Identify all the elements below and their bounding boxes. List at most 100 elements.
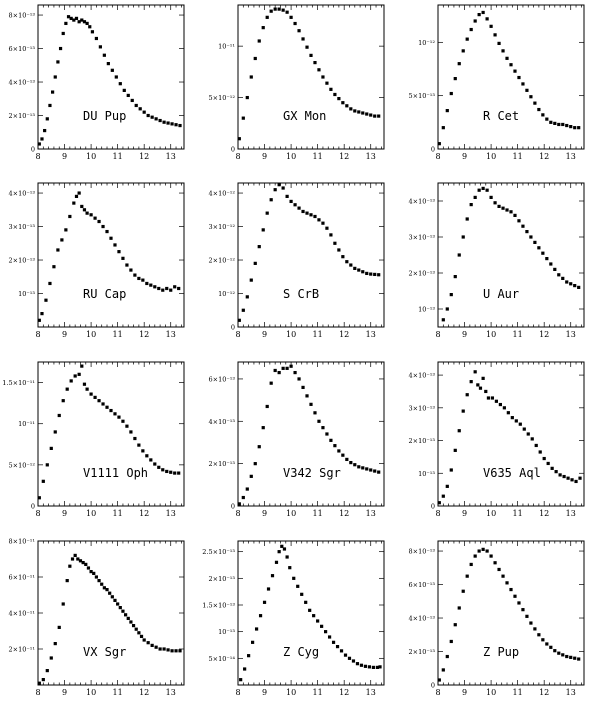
data-point <box>61 31 65 36</box>
data-point <box>341 453 345 457</box>
data-point <box>273 188 277 192</box>
data-point <box>493 201 497 205</box>
data-point <box>134 103 138 108</box>
panel-label: VX Sgr <box>83 645 126 659</box>
plot-frame <box>437 361 585 507</box>
data-point <box>573 656 577 660</box>
data-point <box>517 219 521 223</box>
data-point <box>545 642 549 646</box>
data-point <box>457 253 461 257</box>
data-point <box>125 263 129 267</box>
data-point <box>557 651 561 655</box>
y-tick-label: 3×10⁻¹³ <box>9 223 36 231</box>
data-point <box>473 554 477 558</box>
panel-v342-sgr: 8 9 10 11 12 13 0 2×10⁻¹³ 4×10⁻¹³ 6×10⁻¹³ V342 Sgr <box>209 361 385 518</box>
y-tick-label: 10⁻¹² <box>218 290 235 298</box>
x-tick-label: 9 <box>462 152 467 161</box>
y-tick-label: 0 <box>31 503 35 511</box>
data-point <box>45 463 49 467</box>
data-point <box>134 627 138 631</box>
data-point <box>357 268 361 272</box>
data-point <box>73 553 77 557</box>
panel-label: R Cet <box>483 109 519 123</box>
data-point <box>371 665 375 669</box>
y-tick-label: 0 <box>231 146 235 154</box>
data-point <box>106 62 110 66</box>
data-point <box>361 111 365 115</box>
x-tick-label: 13 <box>166 152 176 161</box>
data-point <box>41 479 45 483</box>
data-point <box>68 214 72 219</box>
data-point <box>285 555 289 559</box>
y-tick-label: 2×10⁻¹³ <box>409 437 436 445</box>
x-tick-label: 13 <box>166 509 176 518</box>
data-point <box>142 638 146 642</box>
data-point <box>313 61 317 65</box>
data-point <box>545 117 549 121</box>
x-tick-label: 10 <box>286 330 296 339</box>
data-point <box>269 381 273 385</box>
panel-label: Z Pup <box>483 645 519 659</box>
data-point <box>522 427 526 431</box>
data-point <box>277 183 281 187</box>
data-point <box>117 250 121 254</box>
data-point <box>509 63 513 67</box>
data-point <box>82 382 87 386</box>
data-point <box>506 411 510 415</box>
x-tick-label: 8 <box>235 330 240 339</box>
x-tick-label: 8 <box>235 688 240 697</box>
y-tick-label: 4×10⁻¹³ <box>9 79 36 87</box>
data-point <box>273 7 277 11</box>
data-point <box>465 37 469 41</box>
data-point <box>105 588 109 592</box>
data-point <box>253 462 257 466</box>
data-point <box>437 678 441 682</box>
data-point <box>510 416 514 420</box>
x-tick-label: 13 <box>566 688 576 697</box>
data-point <box>335 645 340 649</box>
data-point <box>525 230 529 234</box>
data-point <box>145 281 149 286</box>
y-tick-label: 6×10⁻¹¹ <box>9 574 36 582</box>
data-point <box>377 114 381 118</box>
y-tick-label: 2×10⁻¹¹ <box>9 646 36 654</box>
data-point <box>553 121 557 125</box>
data-point <box>129 620 133 624</box>
data-point <box>361 270 365 274</box>
x-tick-label: 12 <box>139 509 149 518</box>
y-tick-label: 6×10⁻¹³ <box>9 45 36 53</box>
plot-frame <box>237 540 385 686</box>
plot-frame <box>437 182 585 328</box>
x-tick-label: 8 <box>435 330 440 339</box>
data-point <box>355 662 360 666</box>
data-point <box>313 214 317 219</box>
data-point <box>469 562 473 567</box>
plot-frame <box>37 540 185 686</box>
x-tick-label: 11 <box>513 688 523 697</box>
y-tick-label: 10⁻¹¹ <box>18 420 35 428</box>
data-point <box>97 579 101 583</box>
y-tick-label: 8×10⁻¹³ <box>9 12 36 20</box>
y-tick-label: 0 <box>231 324 235 332</box>
x-tick-label: 9 <box>462 509 467 518</box>
data-point <box>537 246 541 250</box>
data-point <box>133 273 137 277</box>
data-point <box>377 470 381 474</box>
data-point <box>56 248 60 252</box>
data-point <box>105 229 109 234</box>
data-point <box>501 574 505 578</box>
x-tick-label: 13 <box>166 688 176 697</box>
x-tick-label: 11 <box>313 152 323 161</box>
plot-frame <box>37 361 185 507</box>
data-point <box>101 402 105 406</box>
data-point <box>517 601 521 605</box>
data-point <box>40 137 44 141</box>
x-tick-label: 11 <box>113 330 123 339</box>
data-point <box>553 649 557 653</box>
panel-du-pup: 8 9 10 11 12 13 0 2×10⁻¹³ 4×10⁻¹³ 6×10⁻¹³ 8×10⁻¹³ D… <box>9 4 185 161</box>
y-tick-label: 2×10⁻¹² <box>209 257 236 265</box>
data-point <box>149 283 153 287</box>
data-point <box>237 137 241 141</box>
data-point <box>293 370 297 375</box>
data-point <box>293 203 297 207</box>
